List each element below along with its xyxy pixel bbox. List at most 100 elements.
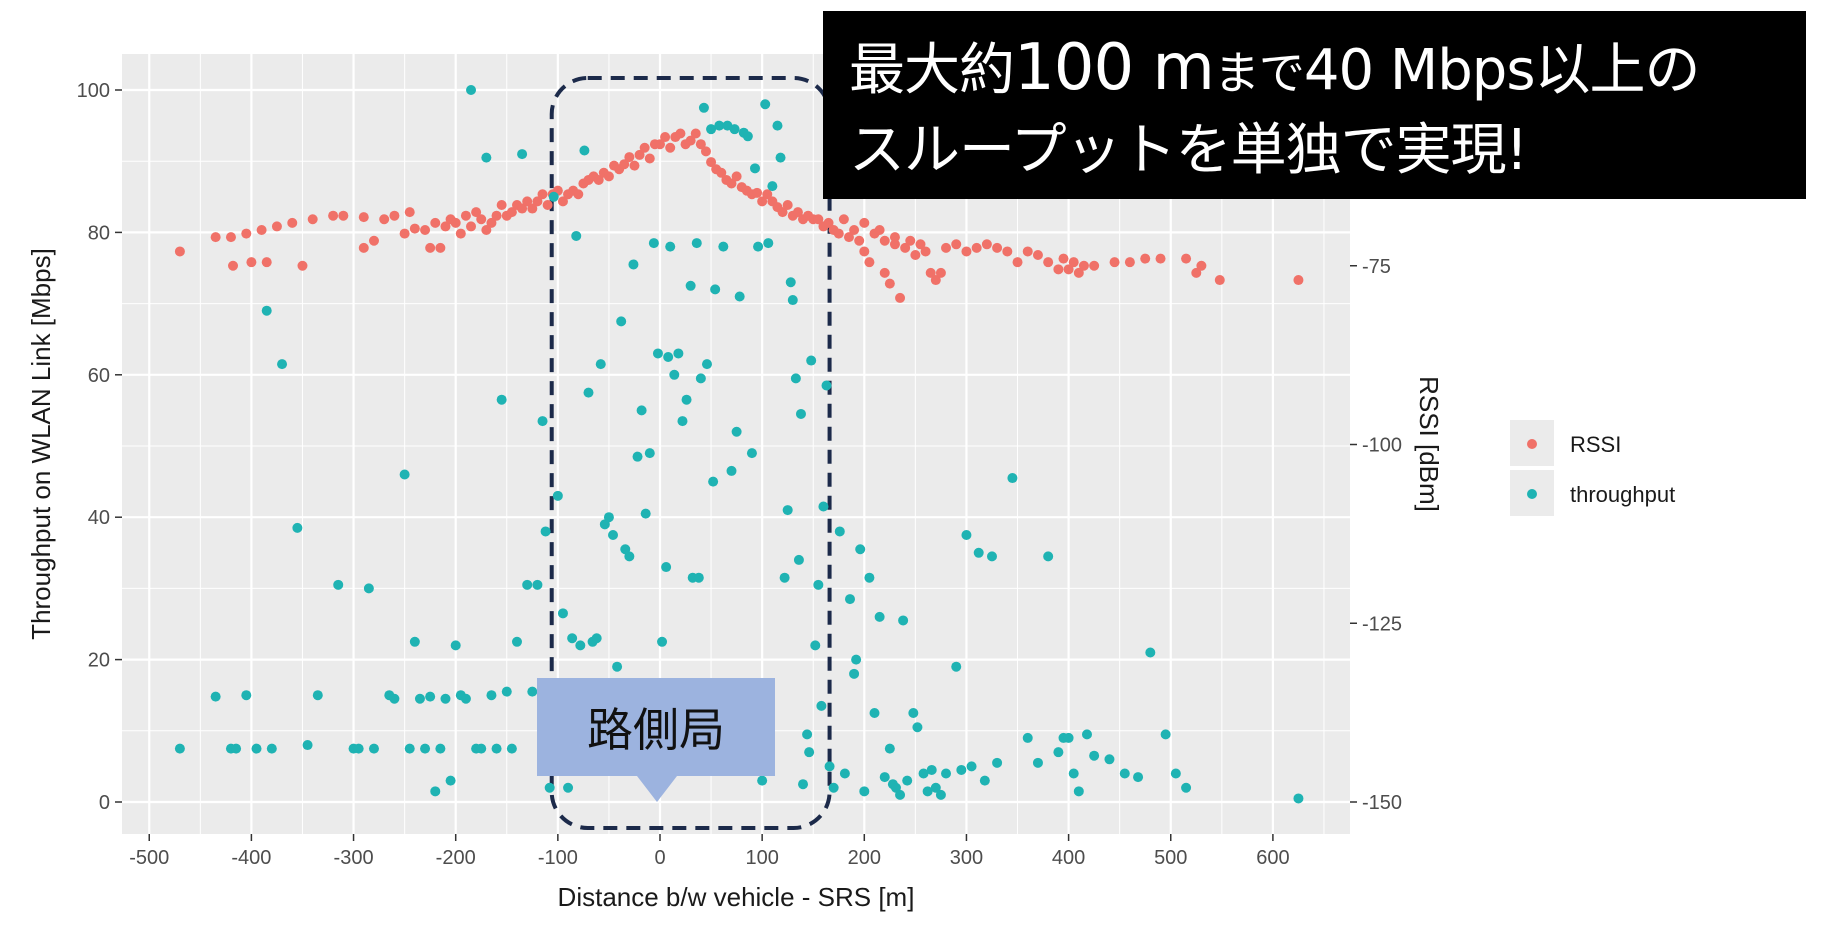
legend-throughput-marker (1527, 489, 1537, 499)
throughput-point (763, 238, 774, 249)
rssi-point (174, 246, 185, 257)
rssi-point (358, 242, 369, 253)
y-tick-label: 60 (88, 365, 110, 387)
throughput-point (961, 530, 972, 540)
rssi-point (1293, 275, 1304, 286)
throughput-point (476, 743, 487, 754)
rssi-point (476, 214, 487, 225)
rssi-point (1032, 250, 1043, 261)
throughput-point (537, 416, 548, 427)
rssi-point (1140, 253, 1151, 264)
throughput-point (874, 611, 885, 622)
rssi-point (859, 217, 870, 228)
throughput-point (795, 408, 806, 419)
throughput-point (491, 743, 502, 754)
rssi-point (731, 171, 742, 182)
rssi-point (1012, 257, 1023, 268)
rssi-point (420, 225, 431, 235)
rssi-point (409, 223, 420, 234)
throughput-point (701, 359, 712, 370)
throughput-point (624, 551, 635, 562)
throughput-point (898, 615, 909, 626)
legend-throughput-label: throughput (1570, 482, 1675, 507)
throughput-point (1133, 772, 1144, 783)
x-tick-label: 500 (1154, 847, 1187, 869)
rssi-point (879, 267, 890, 278)
rssi-point (228, 260, 239, 271)
throughput-point (695, 373, 706, 384)
throughput-point (864, 572, 875, 583)
throughput-point (608, 530, 619, 540)
throughput-point (992, 757, 1003, 768)
rssi-point (1124, 257, 1135, 268)
rssi-point (716, 167, 727, 178)
throughput-point (404, 743, 415, 754)
throughput-point (787, 295, 798, 306)
y2-axis-ticks: -150 -125 -100 -75 (1350, 256, 1402, 814)
y-tick-label: 100 (77, 80, 110, 102)
throughput-point (806, 355, 817, 366)
rssi-point (573, 189, 584, 200)
throughput-point (1181, 782, 1192, 793)
throughput-point (1081, 729, 1092, 740)
throughput-point (973, 547, 984, 558)
rssi-point (261, 257, 272, 268)
throughput-point (742, 131, 753, 142)
throughput-point (532, 579, 543, 590)
throughput-point (859, 786, 870, 797)
x-tick-label: 600 (1256, 847, 1289, 869)
throughput-point (363, 583, 374, 594)
rssi-point (910, 250, 921, 261)
rssi-point (399, 228, 410, 239)
throughput-point (869, 708, 880, 718)
throughput-point (785, 277, 796, 288)
x-tick-label: 100 (745, 847, 778, 869)
throughput-point (726, 465, 737, 476)
throughput-point (261, 305, 272, 316)
rssi-point (1022, 246, 1033, 257)
rssi-point (527, 203, 538, 214)
throughput-point (729, 124, 740, 135)
rssi-point (762, 189, 773, 200)
throughput-point (677, 416, 688, 427)
throughput-point (663, 352, 674, 362)
y-axis-ticks: 0 20 40 60 80 100 (77, 80, 122, 814)
throughput-point (174, 743, 185, 754)
throughput-point (782, 505, 793, 516)
y2-tick-label: -75 (1362, 256, 1391, 278)
throughput-point (210, 691, 221, 702)
throughput-point (757, 775, 768, 786)
throughput-point (648, 238, 659, 249)
rssi-point (971, 242, 982, 253)
throughput-point (708, 476, 719, 487)
rssi-point (210, 232, 221, 243)
rssi-point (752, 187, 763, 198)
throughput-point (517, 149, 528, 160)
rssi-point (941, 242, 952, 253)
rssi-point (358, 212, 369, 223)
throughput-point (935, 789, 946, 800)
rssi-point (1214, 275, 1225, 286)
throughput-point (922, 786, 933, 797)
throughput-point (718, 241, 729, 252)
rssi-point (241, 228, 252, 239)
throughput-point (779, 572, 790, 583)
throughput-point (1032, 757, 1043, 768)
throughput-point (652, 348, 663, 359)
rssi-point (777, 207, 788, 218)
throughput-point (685, 280, 696, 291)
rssi-point (1002, 246, 1013, 257)
throughput-point (930, 782, 941, 793)
rssi-point (629, 160, 640, 171)
rssi-point (624, 152, 635, 163)
callout-text-1: 最大約 (849, 38, 1015, 103)
throughput-point (595, 359, 606, 370)
throughput-point (636, 405, 647, 416)
highlight-dashed-box (549, 76, 832, 830)
rssi-point (849, 225, 860, 235)
rssi-point (961, 246, 972, 257)
rssi-point (379, 214, 390, 225)
throughput-point (501, 686, 512, 697)
rssi-point (700, 146, 711, 157)
throughput-point (430, 786, 441, 797)
